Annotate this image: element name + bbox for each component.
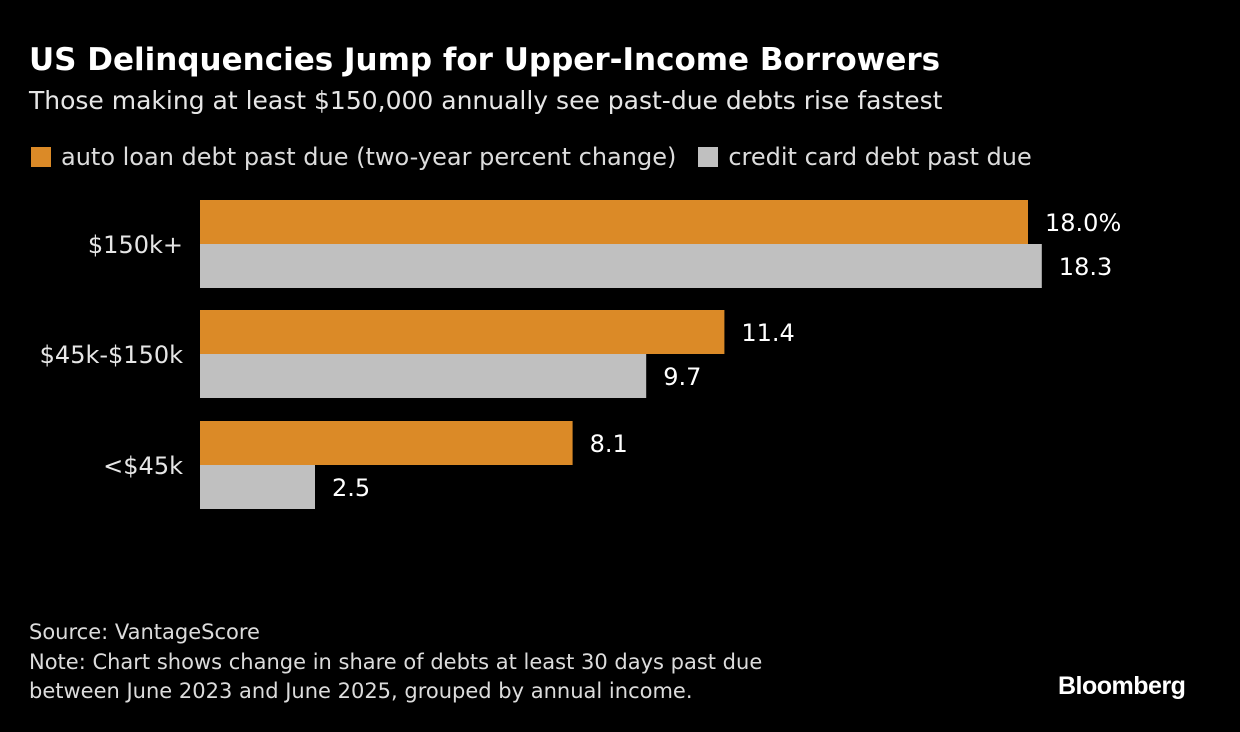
note-line-1: Note: Chart shows change in share of deb… (29, 650, 763, 674)
legend-item-auto: auto loan debt past due (two-year percen… (31, 143, 676, 171)
bar-credit (200, 244, 1042, 288)
bar-auto (200, 421, 573, 465)
legend-label-auto: auto loan debt past due (two-year percen… (61, 143, 677, 171)
data-label: 11.4 (741, 319, 794, 347)
category-label: <$45k (103, 452, 183, 480)
legend-swatch-auto (31, 147, 51, 167)
source-text: Source: VantageScore (29, 620, 260, 644)
bar-auto (200, 200, 1028, 244)
category-label: $45k-$150k (40, 341, 183, 369)
data-label: 9.7 (663, 363, 701, 391)
legend-item-credit: credit card debt past due (698, 143, 1032, 171)
data-label: 18.3 (1059, 253, 1112, 281)
data-label: 8.1 (590, 430, 628, 458)
bar-credit (200, 465, 315, 509)
bar-credit (200, 354, 647, 398)
legend: auto loan debt past due (two-year percen… (31, 143, 1054, 171)
data-label: 2.5 (332, 474, 370, 502)
category-label: $150k+ (88, 231, 183, 259)
bar-auto (200, 310, 725, 354)
data-label: 18.0% (1045, 209, 1121, 237)
legend-label-credit: credit card debt past due (728, 143, 1032, 171)
legend-swatch-credit (698, 147, 719, 167)
bloomberg-logo: Bloomberg (1058, 672, 1186, 700)
chart-title: US Delinquencies Jump for Upper-Income B… (29, 42, 941, 78)
chart-subtitle: Those making at least $150,000 annually … (29, 86, 943, 115)
note-line-2: between June 2023 and June 2025, grouped… (29, 679, 693, 703)
